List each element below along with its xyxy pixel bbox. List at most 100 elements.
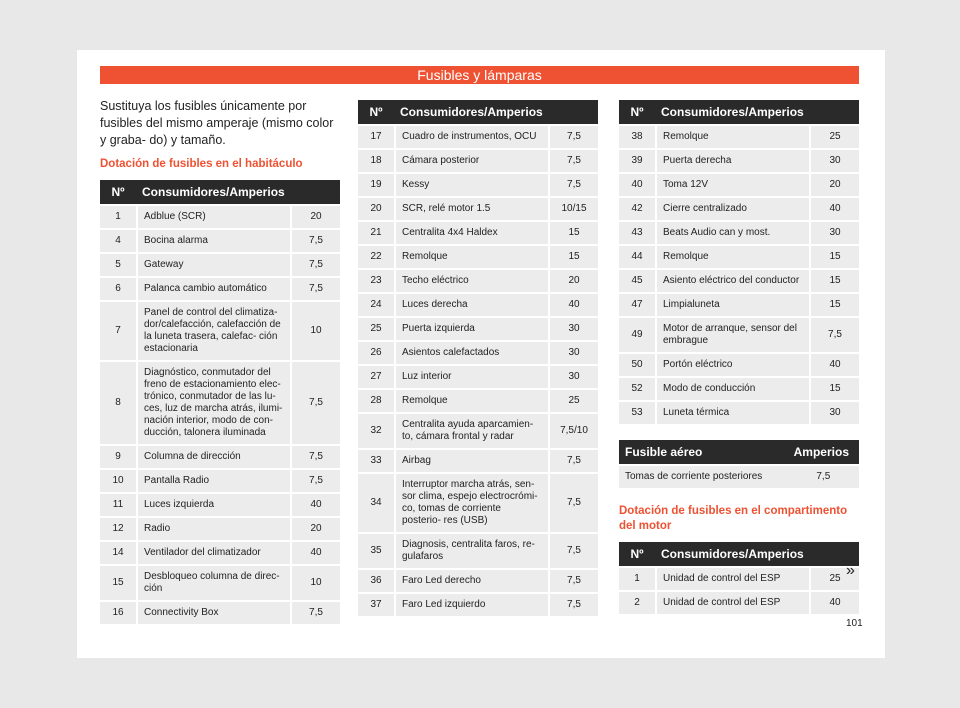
- fuse-consumer: Luneta térmica: [655, 402, 811, 424]
- column-1: Sustituya los fusibles únicamente por fu…: [100, 98, 340, 626]
- fuse-amperage: 20: [292, 206, 340, 228]
- column-3: Nº Consumidores/Amperios 38 Remolque 25 39 P…: [619, 98, 859, 616]
- fuse-consumer: Motor de arranque, sensor del embrague: [655, 318, 811, 352]
- fuse-number: 42: [619, 198, 655, 220]
- table-row: 9 Columna de dirección 7,5: [100, 446, 340, 468]
- fuse-number: 15: [100, 566, 136, 600]
- fuse-amperage: 30: [811, 150, 859, 172]
- fuse-amperage: 10: [292, 302, 340, 360]
- table-row: 24 Luces derecha 40: [358, 294, 598, 316]
- fuse-amperage: 7,5: [550, 570, 598, 592]
- fuse-consumer: Adblue (SCR): [136, 206, 292, 228]
- fuse-amperage: 7,5: [550, 534, 598, 568]
- fuse-consumer: Gateway: [136, 254, 292, 276]
- fuse-number: 37: [358, 594, 394, 616]
- fuse-table-cabin-1: Nº Consumidores/Amperios 1 Adblue (SCR) 20…: [100, 178, 340, 626]
- fuse-amperage: 30: [550, 342, 598, 364]
- fuse-number: 4: [100, 230, 136, 252]
- fuse-number: 34: [358, 474, 394, 532]
- fuse-consumer: Centralita 4x4 Haldex: [394, 222, 550, 244]
- table-row: 15 Desbloqueo columna de direc- ción 10: [100, 566, 340, 600]
- fuse-number: 25: [358, 318, 394, 340]
- aerial-fuse-table: Fusible aéreo Amperios Tomas de corrient…: [619, 438, 859, 490]
- fuse-consumer: Palanca cambio automático: [136, 278, 292, 300]
- fuse-consumer: Bocina alarma: [136, 230, 292, 252]
- fuse-consumer: Tomas de corriente posteriores: [619, 466, 788, 488]
- fuse-amperage: 7,5: [550, 150, 598, 172]
- header-desc: Consumidores/Amperios: [655, 542, 859, 566]
- fuse-number: 16: [100, 602, 136, 624]
- fuse-number: 38: [619, 126, 655, 148]
- table-header-row: Nº Consumidores/Amperios: [100, 180, 340, 204]
- fuse-consumer: Portón eléctrico: [655, 354, 811, 376]
- fuse-consumer: Diagnóstico, conmutador del freno de est…: [136, 362, 292, 444]
- fuse-number: 36: [358, 570, 394, 592]
- table-row: 5 Gateway 7,5: [100, 254, 340, 276]
- fuse-amperage: 7,5: [292, 230, 340, 252]
- fuse-number: 35: [358, 534, 394, 568]
- fuse-consumer: Remolque: [655, 126, 811, 148]
- table-row: 6 Palanca cambio automático 7,5: [100, 278, 340, 300]
- fuse-consumer: Luces derecha: [394, 294, 550, 316]
- fuse-amperage: 30: [811, 402, 859, 424]
- table-row: 47 Limpialuneta 15: [619, 294, 859, 316]
- fuse-amperage: 30: [550, 366, 598, 388]
- fuse-number: 8: [100, 362, 136, 444]
- fuse-number: 26: [358, 342, 394, 364]
- fuse-consumer: Faro Led derecho: [394, 570, 550, 592]
- fuse-consumer: Interruptor marcha atrás, sen- sor clima…: [394, 474, 550, 532]
- fuse-number: 6: [100, 278, 136, 300]
- table-row: 25 Puerta izquierda 30: [358, 318, 598, 340]
- fuse-consumer: Columna de dirección: [136, 446, 292, 468]
- fuse-consumer: Kessy: [394, 174, 550, 196]
- fuse-amperage: 7,5: [292, 254, 340, 276]
- fuse-amperage: 40: [292, 542, 340, 564]
- fuse-amperage: 40: [811, 592, 859, 614]
- table-row: 45 Asiento eléctrico del conductor 15: [619, 270, 859, 292]
- table-row: 4 Bocina alarma 7,5: [100, 230, 340, 252]
- table-row: 33 Airbag 7,5: [358, 450, 598, 472]
- fuse-amperage: 7,5: [550, 450, 598, 472]
- table-row: 14 Ventilador del climatizador 40: [100, 542, 340, 564]
- table-header-row: Nº Consumidores/Amperios: [619, 100, 859, 124]
- fuse-amperage: 20: [292, 518, 340, 540]
- fuse-number: 7: [100, 302, 136, 360]
- table-header-row: Fusible aéreo Amperios: [619, 440, 859, 464]
- fuse-consumer: Faro Led izquierdo: [394, 594, 550, 616]
- fuse-consumer: Unidad de control del ESP: [655, 568, 811, 590]
- table-row: 50 Portón eléctrico 40: [619, 354, 859, 376]
- fuse-consumer: Remolque: [394, 246, 550, 268]
- fuse-number: 9: [100, 446, 136, 468]
- fuse-amperage: 7,5: [292, 470, 340, 492]
- fuse-amperage: 25: [811, 568, 859, 590]
- table-row: 22 Remolque 15: [358, 246, 598, 268]
- fuse-amperage: 30: [811, 222, 859, 244]
- fuse-consumer: Remolque: [394, 390, 550, 412]
- section-header: Fusibles y lámparas: [100, 66, 859, 84]
- fuse-amperage: 25: [811, 126, 859, 148]
- header-num: Nº: [619, 100, 655, 124]
- fuse-number: 21: [358, 222, 394, 244]
- fuse-consumer: Ventilador del climatizador: [136, 542, 292, 564]
- header-desc: Consumidores/Amperios: [394, 100, 598, 124]
- fuse-consumer: Asientos calefactados: [394, 342, 550, 364]
- fuse-consumer: Puerta izquierda: [394, 318, 550, 340]
- fuse-consumer: Cierre centralizado: [655, 198, 811, 220]
- table-row: 28 Remolque 25: [358, 390, 598, 412]
- fuse-consumer: Limpialuneta: [655, 294, 811, 316]
- fuse-amperage: 15: [550, 246, 598, 268]
- fuse-amperage: 7,5: [550, 174, 598, 196]
- fuse-consumer: SCR, relé motor 1.5: [394, 198, 550, 220]
- fuse-number: 23: [358, 270, 394, 292]
- table-row: 34 Interruptor marcha atrás, sen- sor cli…: [358, 474, 598, 532]
- fuse-consumer: Toma 12V: [655, 174, 811, 196]
- table-row: 20 SCR, relé motor 1.5 10/15: [358, 198, 598, 220]
- table-row: 39 Puerta derecha 30: [619, 150, 859, 172]
- fuse-number: 14: [100, 542, 136, 564]
- table-row: Tomas de corriente posteriores 7,5: [619, 466, 859, 488]
- fuse-consumer: Modo de conducción: [655, 378, 811, 400]
- fuse-consumer: Luces izquierda: [136, 494, 292, 516]
- fuse-consumer: Remolque: [655, 246, 811, 268]
- fuse-number: 47: [619, 294, 655, 316]
- table-row: 43 Beats Audio can y most. 30: [619, 222, 859, 244]
